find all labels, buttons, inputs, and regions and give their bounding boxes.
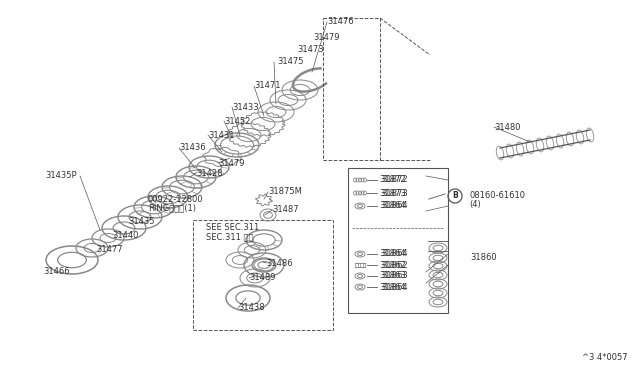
Text: 08160-61610: 08160-61610 bbox=[469, 192, 525, 201]
Bar bbox=[348, 168, 448, 313]
Text: 31435P: 31435P bbox=[45, 170, 77, 180]
Text: 31436: 31436 bbox=[179, 144, 205, 153]
Text: 31471: 31471 bbox=[254, 81, 280, 90]
Text: 31863: 31863 bbox=[381, 272, 408, 280]
Text: 31479: 31479 bbox=[313, 33, 339, 42]
Text: 31864: 31864 bbox=[381, 250, 408, 259]
Text: 31452: 31452 bbox=[224, 116, 250, 125]
Text: 31435: 31435 bbox=[128, 218, 154, 227]
Text: 31440: 31440 bbox=[112, 231, 138, 241]
Text: 31477: 31477 bbox=[96, 246, 123, 254]
Text: B: B bbox=[452, 192, 458, 201]
Text: SEE SEC.311: SEE SEC.311 bbox=[206, 224, 259, 232]
Text: RINGリング(1): RINGリング(1) bbox=[148, 203, 196, 212]
Bar bbox=[193, 220, 333, 330]
Text: SEC.311 参照: SEC.311 参照 bbox=[206, 232, 253, 241]
Text: 31431: 31431 bbox=[208, 131, 234, 140]
Text: 31862: 31862 bbox=[379, 260, 406, 269]
Text: 31466: 31466 bbox=[43, 267, 70, 276]
Text: 31860: 31860 bbox=[470, 253, 497, 263]
Text: 31438: 31438 bbox=[238, 304, 264, 312]
Text: 31864: 31864 bbox=[381, 282, 408, 292]
Text: 31873: 31873 bbox=[381, 189, 408, 198]
Text: 31862: 31862 bbox=[381, 260, 408, 269]
Text: 31875M: 31875M bbox=[268, 187, 302, 196]
Text: 31473: 31473 bbox=[297, 45, 324, 55]
Text: ^3 4*0057: ^3 4*0057 bbox=[582, 353, 628, 362]
Text: 31433: 31433 bbox=[232, 103, 259, 112]
Text: (4): (4) bbox=[469, 201, 481, 209]
Text: 31475: 31475 bbox=[277, 58, 303, 67]
Text: 31864: 31864 bbox=[381, 202, 408, 211]
Text: 31428: 31428 bbox=[196, 169, 223, 177]
Text: 31873: 31873 bbox=[379, 189, 406, 198]
Text: 31872: 31872 bbox=[379, 176, 406, 185]
Text: 00922-12800: 00922-12800 bbox=[148, 196, 204, 205]
Text: 31479: 31479 bbox=[218, 158, 244, 167]
Text: 31863: 31863 bbox=[379, 272, 406, 280]
Text: 31872: 31872 bbox=[381, 176, 408, 185]
Text: 31864: 31864 bbox=[379, 282, 406, 292]
Text: 31864: 31864 bbox=[379, 202, 406, 211]
Text: 31476: 31476 bbox=[327, 17, 354, 26]
Text: 31487: 31487 bbox=[272, 205, 299, 215]
Text: 31864: 31864 bbox=[379, 250, 406, 259]
Text: 31489: 31489 bbox=[249, 273, 275, 282]
Text: 31480: 31480 bbox=[494, 122, 520, 131]
Text: 31486: 31486 bbox=[266, 259, 292, 267]
